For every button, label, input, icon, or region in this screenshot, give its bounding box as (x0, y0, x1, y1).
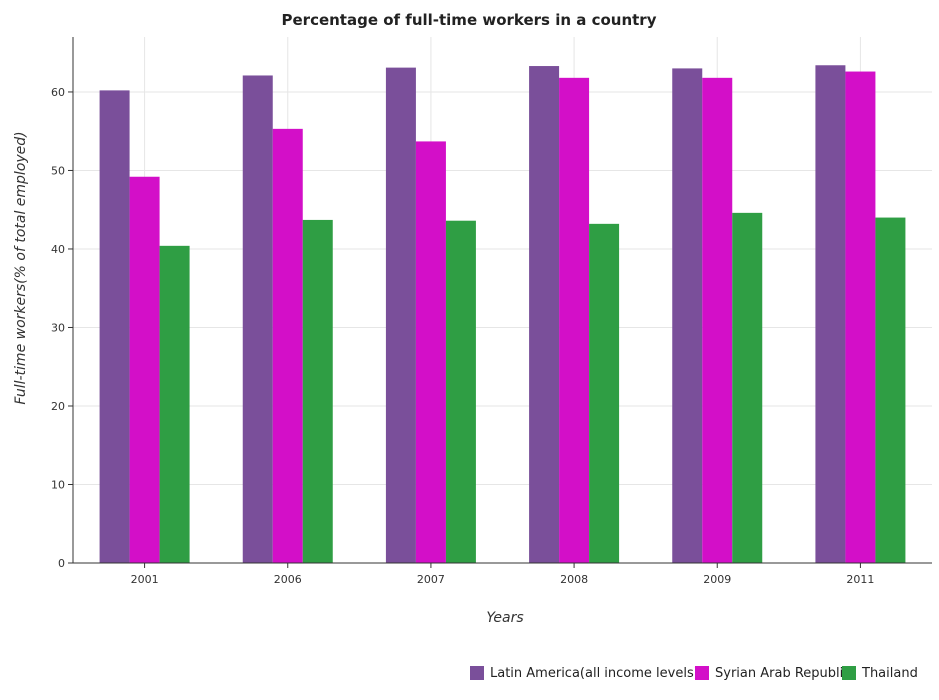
x-tick-label: 2006 (274, 573, 302, 586)
x-tick-label: 2009 (703, 573, 731, 586)
x-axis-label: Years (486, 610, 523, 626)
x-tick-label: 2007 (417, 573, 445, 586)
legend-label: Syrian Arab Republic (715, 666, 850, 681)
bar-thailand-2001 (159, 245, 190, 564)
y-tick-label: 30 (51, 321, 65, 334)
y-tick-label: 60 (51, 86, 65, 99)
legend: Latin America(all income levels) Syrian A… (470, 666, 918, 681)
axes: 0 10 20 30 40 50 60 2001 2006 2007 2008 2009 2011 (51, 37, 932, 586)
bar-latin-america-all-income-levels-2001 (99, 90, 130, 563)
legend-label: Thailand (861, 666, 918, 681)
bar-latin-america-all-income-levels-2008 (529, 66, 560, 563)
bar-thailand-2006 (302, 219, 333, 563)
bar-syrian-arab-republic-2008 (559, 77, 590, 563)
legend-label: Latin America(all income levels) (490, 666, 699, 681)
x-tick-label: 2001 (131, 573, 159, 586)
grid-lines (73, 37, 932, 564)
chart-title: Percentage of full-time workers in a cou… (282, 11, 657, 29)
bar-syrian-arab-republic-2011 (845, 71, 876, 564)
bar-syrian-arab-republic-2001 (129, 176, 160, 563)
bar-syrian-arab-republic-2007 (415, 141, 446, 564)
bar-thailand-2009 (732, 212, 763, 563)
bar-latin-america-all-income-levels-2011 (815, 65, 846, 563)
bar-thailand-2007 (445, 220, 476, 563)
bar-syrian-arab-republic-2006 (272, 128, 303, 563)
x-tick-label: 2008 (560, 573, 588, 586)
y-tick-label: 10 (51, 478, 65, 491)
y-tick-label: 0 (58, 557, 65, 570)
bar-latin-america-all-income-levels-2007 (385, 67, 416, 563)
y-tick-label: 50 (51, 164, 65, 177)
legend-swatch (470, 666, 484, 680)
bars (99, 65, 906, 564)
y-tick-label: 20 (51, 400, 65, 413)
y-axis-label: Full-time workers(% of total employed) (13, 131, 29, 404)
legend-swatch (842, 666, 856, 680)
y-tick-label: 40 (51, 243, 65, 256)
bar-thailand-2011 (875, 217, 906, 563)
bar-syrian-arab-republic-2009 (702, 77, 733, 563)
bar-latin-america-all-income-levels-2009 (672, 68, 703, 563)
bar-thailand-2008 (589, 223, 620, 563)
bar-latin-america-all-income-levels-2006 (242, 75, 273, 563)
x-tick-label: 2011 (846, 573, 874, 586)
legend-swatch (695, 666, 709, 680)
